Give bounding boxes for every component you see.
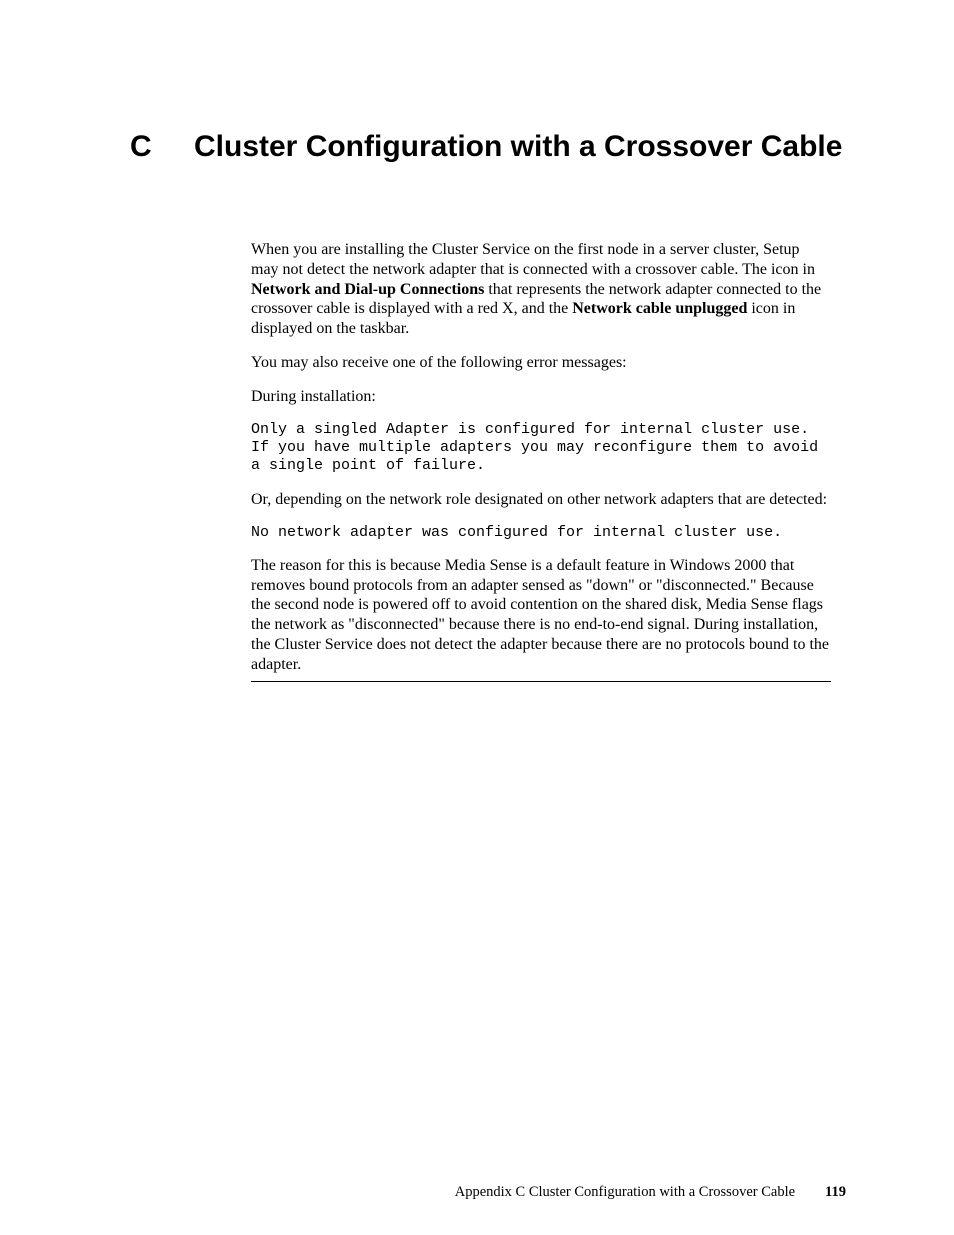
paragraph-or-depending: Or, depending on the network role design… [251, 490, 831, 510]
appendix-title: Cluster Configuration with a Crossover C… [194, 128, 842, 166]
paragraph-during-install: During installation: [251, 387, 831, 407]
body-column: When you are installing the Cluster Serv… [251, 240, 831, 682]
footer-text: Appendix C Cluster Configuration with a … [455, 1184, 795, 1200]
page: C Cluster Configuration with a Crossover… [0, 0, 954, 1235]
code-block-1: Only a singled Adapter is configured for… [251, 421, 831, 476]
appendix-letter: C [130, 128, 194, 166]
page-number: 119 [825, 1184, 846, 1200]
page-footer: Appendix C Cluster Configuration with a … [0, 1184, 954, 1201]
paragraph-reason: The reason for this is because Media Sen… [251, 556, 831, 682]
text-run: When you are installing the Cluster Serv… [251, 241, 815, 278]
bold-run: Network and Dial-up Connections [251, 281, 484, 298]
appendix-heading: C Cluster Configuration with a Crossover… [130, 128, 846, 166]
paragraph-errors-lead: You may also receive one of the followin… [251, 353, 831, 373]
code-block-2: No network adapter was configured for in… [251, 524, 831, 542]
paragraph-intro: When you are installing the Cluster Serv… [251, 240, 831, 339]
bold-run: Network cable unplugged [572, 300, 747, 317]
